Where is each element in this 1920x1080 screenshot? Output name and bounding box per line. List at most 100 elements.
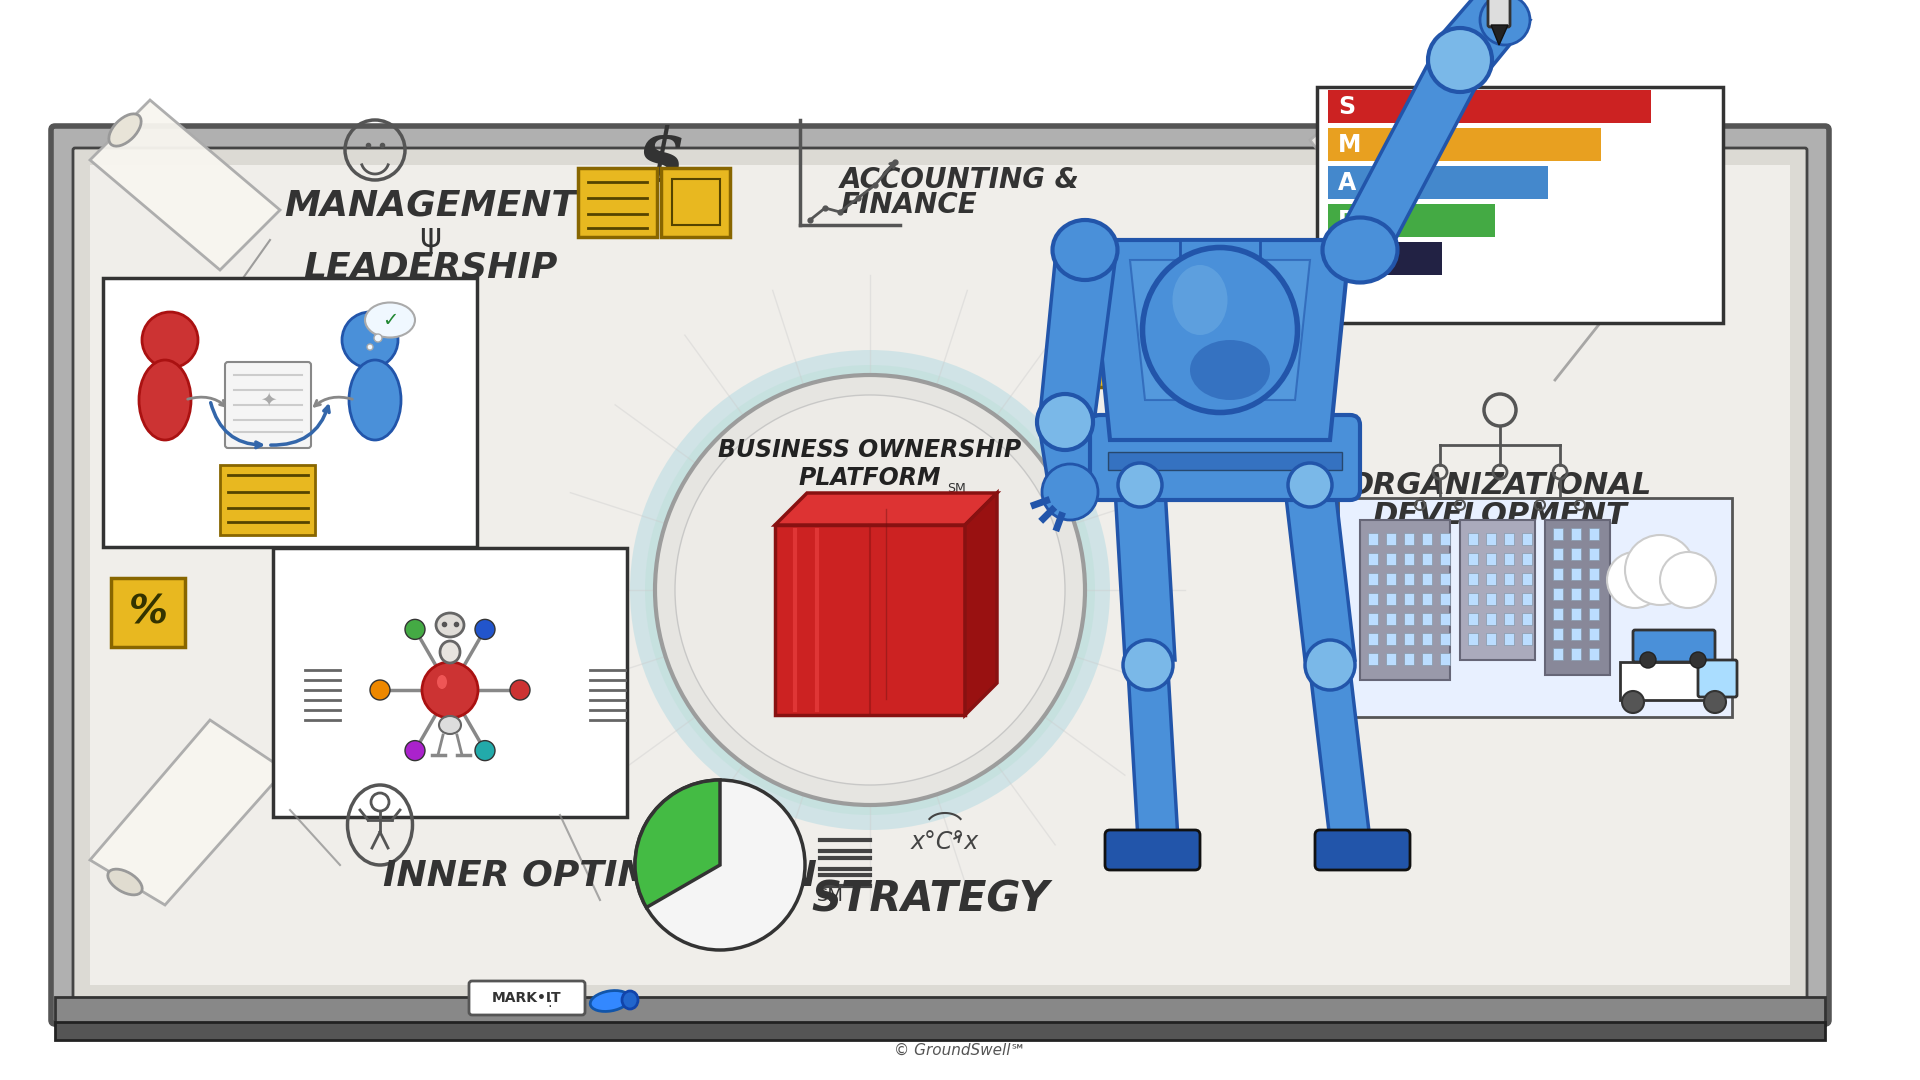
Circle shape [367,345,372,350]
FancyBboxPatch shape [1488,0,1509,27]
Circle shape [1288,463,1332,507]
Bar [1359,519,1450,680]
Text: M: M [1338,133,1361,157]
Bar [1590,528,1599,540]
Ellipse shape [138,360,190,440]
Bar [1553,648,1563,660]
Bar [1367,534,1379,545]
Ellipse shape [365,302,415,337]
Text: ✓: ✓ [382,311,397,329]
Bar [1404,653,1413,665]
Bar [1404,613,1413,625]
Circle shape [676,395,1066,785]
FancyBboxPatch shape [1338,498,1732,717]
Bar [1108,453,1342,470]
Text: ✦: ✦ [259,391,276,409]
Bar [1423,573,1432,585]
Circle shape [1123,640,1173,690]
Bar [1329,166,1548,199]
Ellipse shape [1142,247,1298,413]
Text: BUSINESS OWNERSHIP: BUSINESS OWNERSHIP [718,438,1021,462]
Bar [1469,633,1478,645]
Text: $: $ [636,124,685,195]
Bar [1386,553,1396,565]
Bar [1503,553,1515,565]
Bar [1590,568,1599,580]
FancyBboxPatch shape [225,362,311,448]
Bar [1503,633,1515,645]
Circle shape [1661,552,1716,608]
FancyBboxPatch shape [1106,831,1200,870]
Bar [1367,573,1379,585]
Text: S: S [1338,94,1356,119]
FancyBboxPatch shape [73,148,1807,1002]
Bar [1440,553,1450,565]
Circle shape [142,312,198,368]
Polygon shape [1131,260,1309,400]
Ellipse shape [1323,217,1398,283]
Bar [56,997,1826,1025]
Bar [1503,613,1515,625]
FancyBboxPatch shape [660,168,730,237]
Circle shape [1640,652,1655,669]
Bar [1386,534,1396,545]
Ellipse shape [438,675,447,689]
Text: ORGANIZATIONAL: ORGANIZATIONAL [1348,471,1651,499]
Bar [1486,553,1496,565]
Bar [1386,653,1396,665]
Bar [1440,573,1450,585]
Bar [1329,129,1601,161]
FancyBboxPatch shape [1091,415,1359,500]
Bar [1386,633,1396,645]
Bar [1386,573,1396,585]
Bar [1440,593,1450,605]
Circle shape [1428,28,1492,92]
Bar [1486,534,1496,545]
Bar [1553,608,1563,620]
Polygon shape [1309,670,1371,840]
FancyBboxPatch shape [468,981,586,1015]
Bar [1571,588,1580,600]
Polygon shape [1041,262,1116,415]
Circle shape [405,619,424,639]
Polygon shape [1434,0,1530,75]
Bar [1486,573,1496,585]
Polygon shape [1309,90,1430,220]
Ellipse shape [108,869,142,895]
Bar [1571,648,1580,660]
Circle shape [1624,535,1695,605]
Bar [1329,90,1651,123]
Bar [1553,588,1563,600]
Circle shape [474,619,495,639]
Text: SM: SM [947,482,966,495]
Circle shape [1117,463,1162,507]
Ellipse shape [436,613,465,637]
Ellipse shape [440,716,461,734]
Bar [1440,653,1450,665]
Circle shape [405,741,424,760]
Bar [672,179,720,225]
Circle shape [422,662,478,718]
Circle shape [511,680,530,700]
Text: STRATEGY: STRATEGY [810,879,1048,921]
Circle shape [342,312,397,368]
Circle shape [1607,552,1663,608]
Text: INNER OPTIMIZATION: INNER OPTIMIZATION [384,858,816,892]
Polygon shape [776,492,996,525]
FancyBboxPatch shape [1083,325,1156,387]
Ellipse shape [349,360,401,440]
Bar [1503,573,1515,585]
Text: R: R [1338,208,1356,232]
Text: © GroundSwell℠: © GroundSwell℠ [895,1042,1025,1057]
Bar [1486,613,1496,625]
Circle shape [1043,464,1098,519]
Bar [1386,593,1396,605]
Bar [1423,633,1432,645]
Text: T: T [1338,246,1354,270]
FancyBboxPatch shape [52,126,1830,1024]
Bar [1440,613,1450,625]
Bar [56,1022,1826,1040]
Polygon shape [966,492,996,715]
Bar [1404,553,1413,565]
Polygon shape [1334,60,1490,240]
